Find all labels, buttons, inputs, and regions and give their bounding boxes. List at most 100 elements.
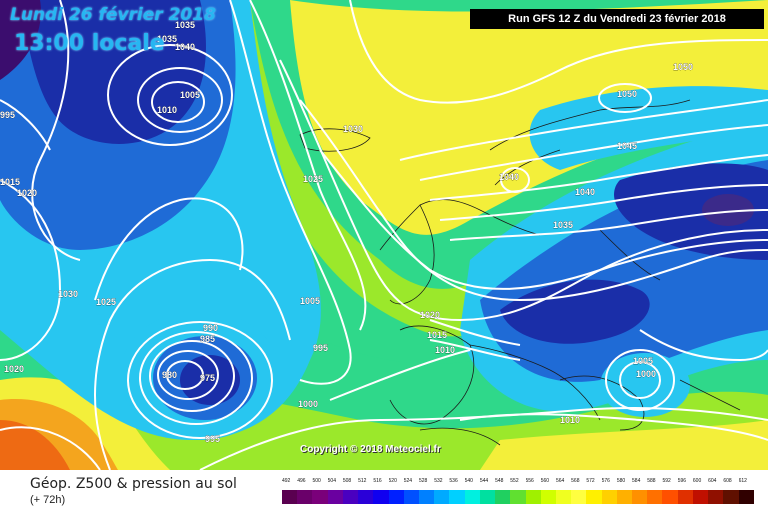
- color-scale-swatch: [662, 490, 678, 504]
- color-scale-swatch: [525, 490, 541, 504]
- color-scale-swatch: [677, 490, 693, 504]
- color-scale-label: 504: [327, 478, 336, 484]
- color-scale-label: 572: [586, 478, 595, 484]
- color-scale-swatch: [632, 490, 648, 504]
- color-scale-swatch: [647, 490, 663, 504]
- isobar-label: 990: [203, 323, 218, 333]
- field-band-lime: [230, 0, 768, 337]
- color-scale-swatch: [692, 490, 709, 504]
- isobar-label: 995: [0, 110, 15, 120]
- color-scale-label: 568: [571, 478, 580, 484]
- color-scale-label: 596: [677, 478, 687, 484]
- color-scale-swatch: [708, 490, 724, 504]
- color-scale-label: 500: [312, 478, 321, 484]
- isobar-label: 1020: [17, 188, 37, 198]
- isobar-label: 995: [313, 343, 328, 353]
- copyright-notice: Copyright © 2018 Meteociel.fr: [300, 444, 441, 455]
- color-scale-label: 532: [434, 478, 443, 484]
- color-scale-label: 496: [297, 478, 306, 484]
- isobar-label: 1040: [499, 172, 519, 182]
- isobar-label: 985: [200, 334, 215, 344]
- color-scale-label: 608: [723, 478, 732, 484]
- isobar-label: 1035: [175, 20, 195, 30]
- color-scale-label: 536: [449, 478, 458, 484]
- low-sw-deep: [180, 355, 240, 405]
- color-scale-label: 512: [358, 478, 367, 484]
- field-band-deep-east2: [614, 163, 768, 260]
- color-scale-label: 552: [510, 478, 519, 484]
- color-scale-label: 556: [525, 478, 534, 484]
- low-greece-cyan: [600, 353, 690, 417]
- color-scale-swatch: [510, 490, 526, 504]
- isobar-label: 1025: [303, 174, 323, 184]
- color-scale-label: 580: [616, 478, 626, 484]
- color-scale-swatch: [738, 490, 754, 504]
- color-scale-swatch: [297, 490, 313, 504]
- isobar-label: 1050: [673, 62, 693, 72]
- isobar-label: 1020: [420, 310, 440, 320]
- isobar-label: 1000: [636, 369, 656, 379]
- field-band-purple-nw: [0, 0, 41, 80]
- color-scale-swatch: [449, 490, 465, 504]
- color-scale-swatch: [282, 490, 298, 504]
- color-scale-swatch: [327, 490, 343, 504]
- color-scale-label: 524: [403, 478, 413, 484]
- isobar-label: 1030: [343, 124, 363, 134]
- isobar-label: 1025: [96, 297, 116, 307]
- forecast-time: 13:00 locale: [14, 31, 165, 56]
- color-scale-swatch: [555, 490, 572, 504]
- isobar-label: 1035: [157, 34, 177, 44]
- color-scale-swatch: [342, 490, 359, 504]
- color-scale-label: 600: [692, 478, 702, 484]
- color-scale-swatch: [571, 490, 587, 504]
- legend-subtitle: (+ 72h): [30, 494, 66, 506]
- isobar-label: 1015: [427, 330, 447, 340]
- color-scale-swatch: [434, 490, 450, 504]
- color-scale-label: 544: [479, 478, 489, 484]
- isobar-label: 1035: [553, 220, 573, 230]
- field-band-cyan-north: [529, 86, 768, 170]
- color-scale-label: 588: [647, 478, 656, 484]
- color-scale-label: 560: [540, 478, 550, 484]
- color-scale-swatch: [616, 490, 633, 504]
- color-scale-swatch: [358, 490, 374, 504]
- color-scale-label: 592: [662, 478, 671, 484]
- color-scale-labels: 492 496 500 504 508 512 516 520 524 528 532 536 540 5…: [282, 478, 754, 488]
- color-scale-label: 612: [738, 478, 747, 484]
- isobars: [0, 0, 768, 470]
- color-scale-swatch: [495, 490, 511, 504]
- color-scale-label: 516: [373, 478, 382, 484]
- color-scale-swatch: [540, 490, 556, 504]
- isobar-label: 995: [205, 434, 220, 444]
- color-scale-label: 492: [282, 478, 291, 484]
- isobar-label: 1010: [157, 105, 177, 115]
- isobar-label: 1020: [4, 364, 24, 374]
- isobar-label: 1040: [175, 42, 195, 52]
- color-scale-label: 584: [632, 478, 641, 484]
- color-scale-swatch: [312, 490, 328, 504]
- color-scale-label: 576: [601, 478, 610, 484]
- color-scale-swatch: [464, 490, 480, 504]
- isobar-label: 1015: [0, 177, 20, 187]
- color-scale-label: 508: [342, 478, 352, 484]
- color-scale-label: 528: [418, 478, 428, 484]
- color-scale-swatch: [373, 490, 389, 504]
- cold-core-east: [702, 194, 754, 226]
- isobar-label: 1005: [180, 90, 200, 100]
- color-scale-swatch: [586, 490, 602, 504]
- color-scale-swatch: [723, 490, 739, 504]
- field-band-deep-east: [500, 279, 650, 344]
- isobar-label: 1030: [58, 289, 78, 299]
- color-scale-label: 520: [388, 478, 397, 484]
- isobar-label: 1000: [298, 399, 318, 409]
- color-scale-bar: [282, 490, 754, 504]
- color-scale-swatch: [403, 490, 419, 504]
- color-scale-swatch: [601, 490, 617, 504]
- color-scale-swatch: [388, 490, 404, 504]
- isobar-label: 1005: [300, 296, 320, 306]
- color-scale-swatch: [479, 490, 496, 504]
- isobar-label: 975: [200, 373, 215, 383]
- legend-title: Géop. Z500 & pression au sol: [30, 476, 237, 492]
- color-scale-label: 604: [708, 478, 717, 484]
- color-scale-label: 564: [555, 478, 565, 484]
